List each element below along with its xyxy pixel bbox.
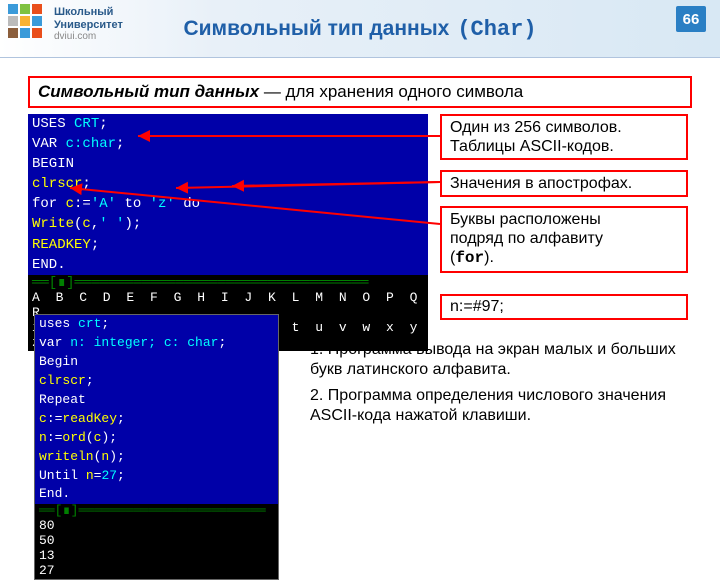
- callout-box: Один из 256 символов.Таблицы ASCII-кодов…: [440, 114, 688, 160]
- title: Символьный тип данных (Char): [0, 0, 720, 58]
- title-ru: Символьный тип данных: [183, 17, 449, 41]
- slide-header: Школьный Университет dviui.com Символьны…: [0, 0, 720, 58]
- description-text: 1. Программа вывода на экран малых и бол…: [310, 334, 692, 432]
- desc-p2: 2. Программа определения числового значе…: [310, 386, 692, 426]
- n-assignment-box: n:=#97;: [440, 294, 688, 320]
- code-sample-2: uses crt;var n: integer; c: char;Begin c…: [34, 314, 279, 580]
- definition-box: Символьный тип данных — для хранения одн…: [28, 76, 692, 108]
- page-number-badge: 66: [676, 6, 706, 32]
- def-term: Символьный тип данных: [38, 82, 259, 101]
- callout-box: Буквы расположеныподряд по алфавиту(for)…: [440, 206, 688, 273]
- def-rest: — для хранения одного символа: [259, 82, 523, 101]
- desc-p1: 1. Программа вывода на экран малых и бол…: [310, 340, 692, 380]
- callout-box: Значения в апострофах.: [440, 170, 688, 197]
- title-code: (Char): [457, 17, 536, 42]
